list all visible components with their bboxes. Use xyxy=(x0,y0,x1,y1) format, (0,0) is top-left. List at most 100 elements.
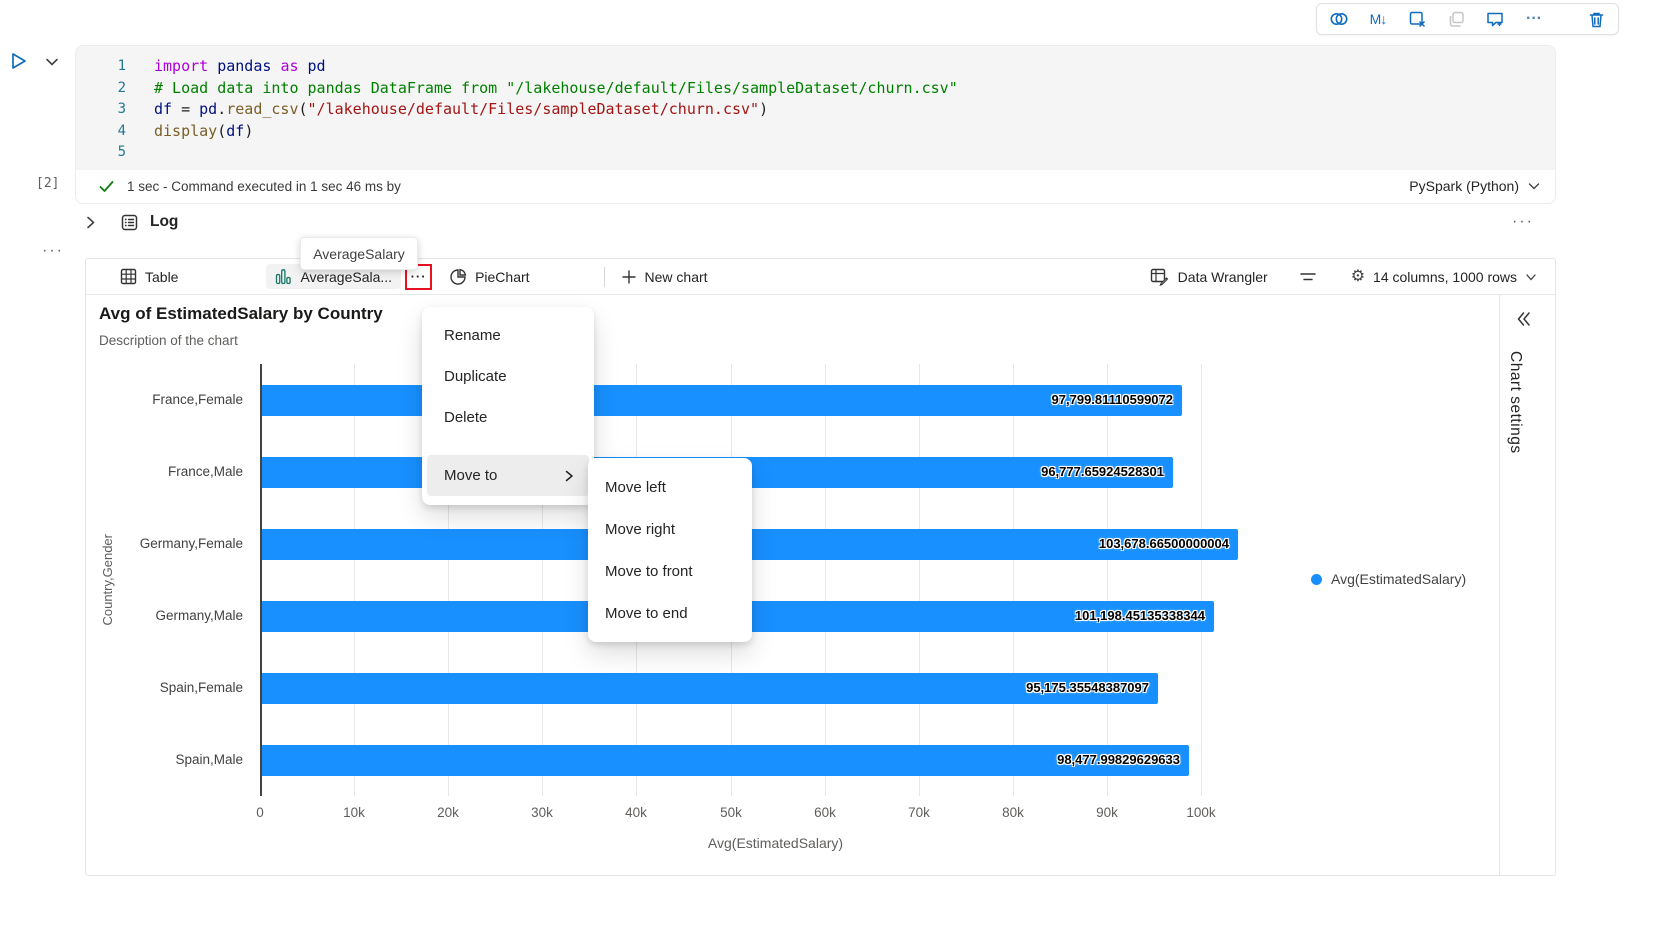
code-token: "/lakehouse/default/Files/sampleDataset/… xyxy=(307,100,760,118)
filter-icon[interactable] xyxy=(1299,268,1317,286)
code-token: pd xyxy=(199,100,218,118)
chart-body: Avg of EstimatedSalary by Country Descri… xyxy=(86,295,1555,876)
line-number: 2 xyxy=(117,79,126,96)
code-token: = xyxy=(172,100,200,118)
menu-item-rename[interactable]: Rename xyxy=(444,327,501,344)
bar-row: 103,678.66500000004 xyxy=(260,528,1291,560)
x-tick-label: 70k xyxy=(908,805,930,820)
cell-more-options[interactable]: ··· xyxy=(42,242,64,259)
submenu-item-move-right[interactable]: Move right xyxy=(605,520,676,538)
chart-settings-label: Chart settings xyxy=(1507,351,1524,454)
grid-info-label: 14 columns, 1000 rows xyxy=(1373,268,1517,285)
code-line: 4 display(df) xyxy=(76,121,1555,143)
code-token: pd xyxy=(307,57,326,75)
log-more-options[interactable]: ··· xyxy=(1512,213,1534,230)
y-axis-title: Country,Gender xyxy=(100,534,115,626)
table-icon xyxy=(120,268,137,285)
copilot-icon[interactable] xyxy=(1329,9,1349,29)
log-label: Log xyxy=(150,213,179,230)
submenu-item-move-left[interactable]: Move left xyxy=(605,478,666,496)
bar-row: 98,477.99829629633 xyxy=(260,744,1291,776)
kernel-selector[interactable]: PySpark (Python) xyxy=(1409,178,1541,194)
code-line: 5 xyxy=(76,142,1555,164)
run-options-chevron-icon[interactable] xyxy=(44,54,60,70)
x-tick-label: 80k xyxy=(1002,805,1024,820)
chart-tab-more-button[interactable]: ··· xyxy=(405,263,433,290)
bar-chart-icon xyxy=(276,269,292,285)
x-tick-label: 100k xyxy=(1186,805,1216,820)
chevron-down-icon xyxy=(1528,183,1540,190)
code-token: df xyxy=(154,100,173,118)
expand-settings-icon[interactable] xyxy=(1513,309,1533,334)
x-tick-label: 0 xyxy=(256,805,264,820)
plot-area: 97,799.81110599072 96,777.65924528301 103,… xyxy=(260,364,1291,796)
log-section-toggle[interactable]: Log ··· xyxy=(75,206,1556,238)
execution-status-text: 1 sec - Command executed in 1 sec 46 ms … xyxy=(127,178,401,194)
menu-item-delete[interactable]: Delete xyxy=(444,409,488,426)
delete-cell-icon[interactable] xyxy=(1586,9,1606,29)
markdown-icon[interactable]: M↓ xyxy=(1369,11,1388,27)
code-token: ( xyxy=(217,121,227,140)
chevron-down-icon xyxy=(1526,273,1536,280)
x-axis-title: Avg(EstimatedSalary) xyxy=(707,835,844,851)
line-number: 4 xyxy=(117,122,126,139)
category-label: France,Female xyxy=(152,392,243,407)
x-tick-label: 60k xyxy=(814,805,836,820)
new-chart-button[interactable]: New chart xyxy=(621,269,708,285)
grid-info-selector[interactable]: ⚙ 14 columns, 1000 rows xyxy=(1350,267,1537,285)
tab-bar-right: Data Wrangler ⚙ 14 columns, 1000 rows xyxy=(1150,267,1555,286)
gridline xyxy=(448,364,449,796)
code-token: display xyxy=(154,121,218,140)
pie-chart-icon xyxy=(450,268,467,285)
chevron-right-icon xyxy=(83,215,98,230)
x-tick-label: 10k xyxy=(343,805,365,820)
code-token: ( xyxy=(298,100,308,118)
line-number: 5 xyxy=(117,144,126,160)
tab-pie-chart-label: PieChart xyxy=(475,268,530,285)
more-icon[interactable]: ··· xyxy=(1526,10,1542,27)
data-wrangler-button[interactable]: Data Wrangler xyxy=(1150,267,1268,286)
gear-icon: ⚙ xyxy=(1350,267,1366,285)
settings-panel-divider xyxy=(1499,295,1500,876)
tab-pie-chart[interactable]: PieChart xyxy=(449,268,530,286)
gridline xyxy=(354,364,355,796)
cell-toolbar: M↓ ··· xyxy=(1316,3,1619,35)
copy-icon xyxy=(1446,9,1466,29)
code-token xyxy=(299,56,308,78)
clear-outputs-icon[interactable] xyxy=(1407,9,1427,29)
chart-legend[interactable]: Avg(EstimatedSalary) xyxy=(1311,571,1466,587)
gridline xyxy=(1013,364,1014,796)
code-cell[interactable]: 1 import pandas as pd 2 # Load data into pa… xyxy=(75,45,1556,204)
line-number: 1 xyxy=(117,58,126,74)
code-token xyxy=(271,56,280,78)
chart-description: Description of the chart xyxy=(99,333,238,348)
kernel-label: PySpark (Python) xyxy=(1409,178,1519,194)
chevron-right-icon xyxy=(562,469,576,483)
tab-tooltip: AverageSalary xyxy=(300,237,418,270)
output-card: Table AverageSala... ··· PieChart New ch… xyxy=(85,258,1556,876)
tab-table[interactable]: Table xyxy=(120,268,178,285)
category-label: France,Male xyxy=(167,464,243,479)
code-line: 1 import pandas as pd xyxy=(76,56,1555,78)
category-label: Spain,Female xyxy=(159,680,243,695)
run-cell-button[interactable] xyxy=(8,50,30,72)
code-token: df xyxy=(226,121,245,140)
submenu-item-move-to-end[interactable]: Move to end xyxy=(605,604,688,622)
plus-icon xyxy=(621,269,636,284)
legend-label: Avg(EstimatedSalary) xyxy=(1331,571,1467,587)
code-editor[interactable]: 1 import pandas as pd 2 # Load data into pa… xyxy=(76,46,1555,170)
menu-item-move-to[interactable]: Move to xyxy=(427,455,589,496)
bar-value-label: 96,777.65924528301 xyxy=(1041,463,1164,479)
submenu-item-move-to-front[interactable]: Move to front xyxy=(605,562,693,580)
category-label: Germany,Female xyxy=(139,536,243,551)
chart-title: Avg of EstimatedSalary by Country xyxy=(99,304,383,323)
add-comment-icon[interactable] xyxy=(1485,9,1505,29)
chart-context-menu: Rename Duplicate Delete Move to xyxy=(422,307,594,505)
category-label: Germany,Male xyxy=(155,608,243,623)
x-tick-label: 50k xyxy=(720,805,742,820)
gridline xyxy=(1107,364,1108,796)
code-token: ) xyxy=(244,121,254,140)
data-wrangler-label: Data Wrangler xyxy=(1177,268,1268,285)
menu-item-duplicate[interactable]: Duplicate xyxy=(444,368,507,385)
